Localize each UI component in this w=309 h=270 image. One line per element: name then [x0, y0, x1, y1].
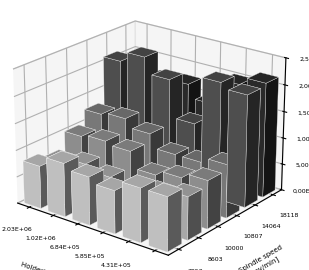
- X-axis label: Holder's stiffness [N/m]: Holder's stiffness [N/m]: [20, 261, 100, 270]
- Y-axis label: Spindle speed
[rev/min]: Spindle speed [rev/min]: [238, 244, 287, 270]
